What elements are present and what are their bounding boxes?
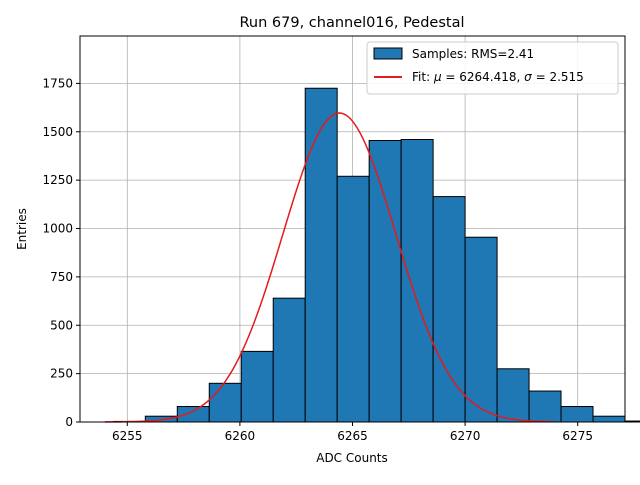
- y-tick-label: 500: [50, 318, 73, 332]
- y-tick-label: 1000: [42, 222, 73, 236]
- x-tick-label: 6255: [112, 429, 143, 443]
- y-tick-label: 0: [65, 415, 73, 429]
- legend: Samples: RMS=2.41 Fit: μ = 6264.418, σ =…: [366, 41, 619, 95]
- histogram-bar: [528, 390, 562, 423]
- legend-label-fit: Fit: μ = 6264.418, σ = 2.515: [412, 70, 584, 84]
- x-axis-label: ADC Counts: [316, 451, 388, 465]
- y-axis-label: Entries: [15, 208, 29, 250]
- y-tick-label: 750: [50, 270, 73, 284]
- chart-title: Run 679, channel016, Pedestal: [239, 15, 464, 31]
- histogram-bar: [464, 236, 498, 423]
- histogram-bar: [240, 350, 274, 423]
- histogram-bars: [112, 87, 640, 423]
- histogram-bar: [432, 196, 466, 423]
- histogram-bar: [496, 368, 530, 423]
- histogram-bar: [368, 139, 402, 423]
- histogram-bar: [176, 406, 210, 423]
- x-tick-label: 6270: [450, 429, 481, 443]
- histogram-bar: [208, 382, 242, 423]
- y-tick-label: 250: [50, 367, 73, 381]
- x-axis-ticks: 6255 6260 6265 6270 6275: [112, 422, 593, 443]
- histogram-bar: [592, 415, 626, 423]
- histogram-bar: [560, 406, 594, 423]
- histogram-bar: [336, 175, 370, 423]
- legend-swatch-samples: [373, 47, 403, 60]
- legend-box: [366, 41, 619, 95]
- legend-label-samples: Samples: RMS=2.41: [412, 47, 534, 61]
- y-tick-label: 1250: [42, 173, 73, 187]
- y-tick-label: 1500: [42, 125, 73, 139]
- y-tick-label: 1750: [42, 76, 73, 90]
- y-axis-ticks: 0 250 500 750 1000 1250 1500 1750: [42, 76, 80, 429]
- histogram-bar: [624, 420, 640, 423]
- x-tick-label: 6260: [225, 429, 256, 443]
- histogram-bar: [400, 139, 434, 423]
- x-tick-label: 6265: [337, 429, 368, 443]
- histogram-bar: [272, 297, 306, 423]
- fit-curve: [104, 112, 556, 423]
- histogram-bar: [304, 87, 338, 423]
- x-tick-label: 6275: [562, 429, 593, 443]
